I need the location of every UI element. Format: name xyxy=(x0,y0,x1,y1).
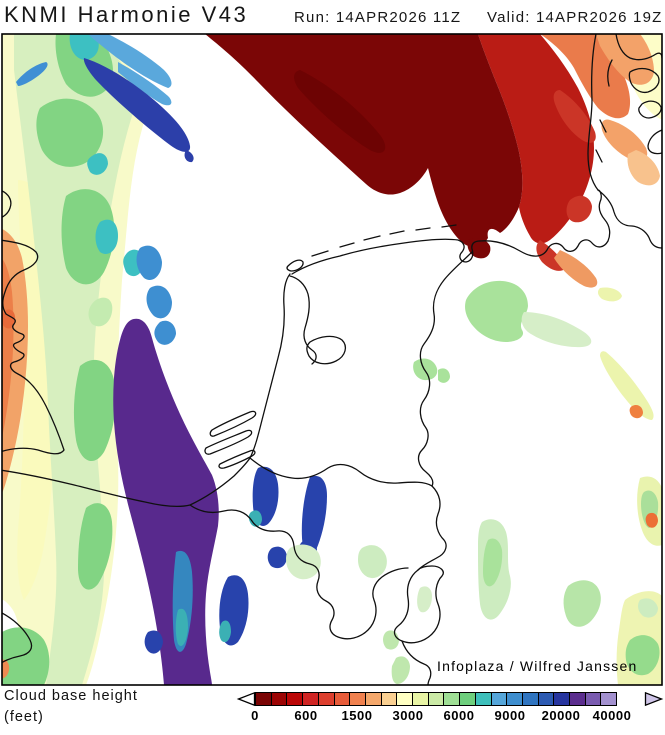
colorbar-tick: 600 xyxy=(294,708,318,723)
colorbar-tick: 6000 xyxy=(443,708,475,723)
coast-elbe-kiel xyxy=(597,189,662,249)
colorbar-arrow-right xyxy=(644,692,664,707)
coast-wadden-islands xyxy=(311,224,457,257)
colorbar-cell xyxy=(553,692,571,706)
colorbar-arrow-left xyxy=(236,692,256,707)
colorbar-tick: 9000 xyxy=(494,708,526,723)
colorbar-cells xyxy=(255,692,618,706)
colorbar-cell xyxy=(364,692,382,706)
colorbar-cell xyxy=(537,692,555,706)
colorbar-cell xyxy=(270,692,288,706)
cloud-mid-patches-green xyxy=(286,280,662,685)
colorbar-cell xyxy=(490,692,508,706)
colorbar-cell xyxy=(521,692,539,706)
cloud-low-base-mass xyxy=(205,34,662,288)
coast-ijsselmeer xyxy=(289,275,317,365)
colorbar-cell xyxy=(412,692,430,706)
colorbar-cell xyxy=(255,692,272,706)
colorbar-cell xyxy=(286,692,304,706)
coast-denmark-east xyxy=(615,34,662,61)
coast-delta-island xyxy=(209,410,257,437)
colorbar-cell xyxy=(333,692,351,706)
colorbar-cell xyxy=(600,692,618,706)
border-nl-de xyxy=(417,251,473,487)
colorbar-tick: 0 xyxy=(251,708,259,723)
colorbar-cell xyxy=(317,692,335,706)
colorbar-ticks: 0 600 1500 3000 6000 9000 20000 40000 xyxy=(251,708,646,726)
colorbar-cell xyxy=(569,692,587,706)
colorbar-cell xyxy=(506,692,524,706)
coast-friesland xyxy=(291,238,481,275)
colorbar-cell xyxy=(474,692,492,706)
run-time-label: Run: 14APR2026 11Z xyxy=(294,9,462,26)
colorbar-cell xyxy=(443,692,461,706)
coast-texel xyxy=(286,259,304,272)
colorbar-arrows xyxy=(236,692,664,707)
model-title: KNMI Harmonie V43 xyxy=(4,2,249,27)
coast-german-bight xyxy=(479,189,611,257)
coastlines xyxy=(2,34,662,664)
coast-france-somme xyxy=(2,612,33,664)
colorbar-cell xyxy=(380,692,398,706)
colorbar-cell xyxy=(349,692,367,706)
coast-england-east xyxy=(2,239,65,455)
header-bar: KNMI Harmonie V43 Run: 14APR2026 11Z Val… xyxy=(0,0,665,32)
border-luxembourg xyxy=(393,565,444,644)
colorbar-tick: 3000 xyxy=(392,708,424,723)
coast-delta-island xyxy=(218,449,256,469)
coast-holland xyxy=(249,273,291,459)
colorbar-cell xyxy=(302,692,320,706)
colorbar-tick: 1500 xyxy=(341,708,373,723)
legend-unit: (feet) xyxy=(4,709,44,725)
coast-england xyxy=(2,190,12,218)
colorbar-tick: 40000 xyxy=(592,708,632,723)
border-be-de xyxy=(417,485,447,571)
coast-jutland-west xyxy=(587,34,599,191)
map-frame xyxy=(1,33,663,686)
colorbar-cell xyxy=(427,692,445,706)
coast-delta-island xyxy=(204,429,253,455)
cloud-band-west xyxy=(2,34,149,685)
legend-title: Cloud base height xyxy=(4,688,138,704)
colorbar-cell xyxy=(459,692,477,706)
coast-schleswig-dashes xyxy=(595,59,613,163)
cloud-streaks-northwest xyxy=(16,34,194,345)
border-nl-be xyxy=(249,457,433,487)
credit-text: Infoplaza / Wilfred Janssen xyxy=(437,658,638,674)
colorbar-cell xyxy=(584,692,602,706)
coast-danish-island xyxy=(628,67,660,94)
country-borders xyxy=(189,251,473,685)
coast-danish-bay xyxy=(647,129,662,155)
coast-france-belgium xyxy=(2,457,251,508)
colorbar-cell xyxy=(396,692,414,706)
border-fr-de xyxy=(401,640,432,685)
coast-danish-island xyxy=(638,100,662,119)
coast-flevoland xyxy=(306,335,347,365)
colorbar-tick: 20000 xyxy=(541,708,581,723)
border-fr-be xyxy=(189,504,409,640)
cloud-high-cirrus-band xyxy=(113,318,219,685)
valid-time-label: Valid: 14APR2026 19Z xyxy=(487,9,663,26)
